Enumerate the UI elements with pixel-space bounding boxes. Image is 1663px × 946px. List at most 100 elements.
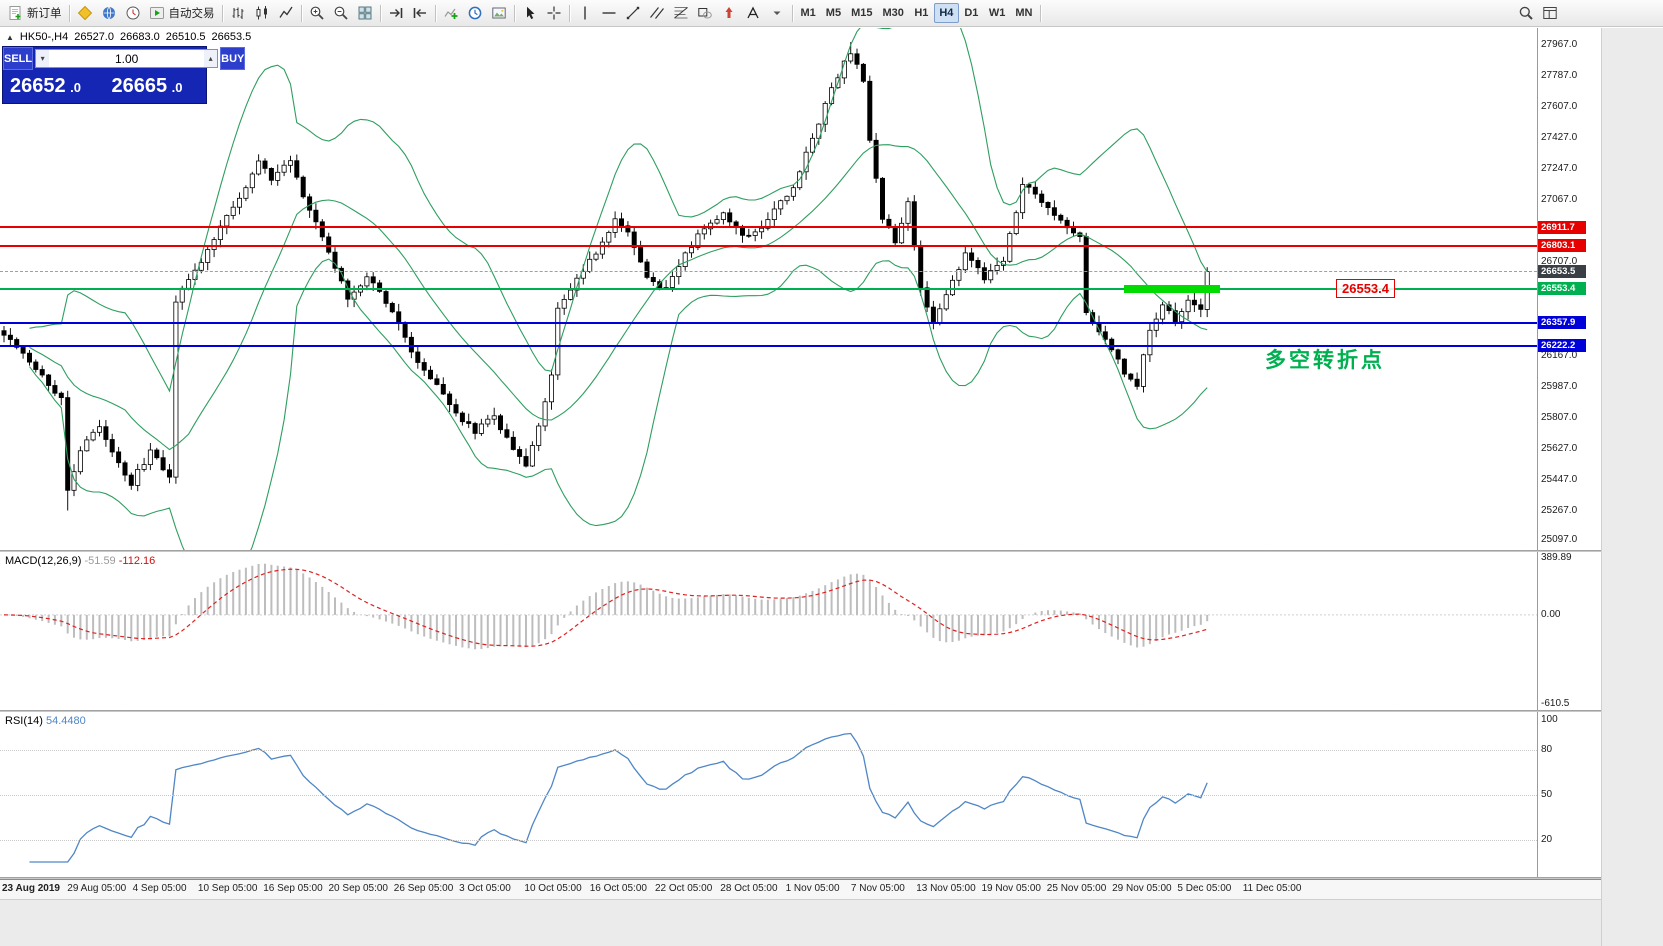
templates-button[interactable] [487, 2, 511, 24]
cursor-button[interactable] [518, 2, 542, 24]
price-badge-26222.2: 26222.2 [1538, 339, 1586, 353]
bar-chart-button[interactable] [226, 2, 250, 24]
macd-panel-separator[interactable] [0, 710, 1601, 712]
market-watch-button[interactable] [97, 2, 121, 24]
toolbar-separator [1040, 4, 1042, 22]
arrows-button[interactable] [717, 2, 741, 24]
rsi-panel-separator[interactable] [0, 877, 1601, 879]
right-margin-area [1601, 28, 1663, 946]
price-callout-label[interactable]: 26553.4 [1336, 278, 1395, 298]
time-axis[interactable] [0, 879, 1601, 899]
search-button[interactable] [1514, 2, 1538, 24]
line-chart-icon [278, 5, 294, 21]
price-tick-label: 27787.0 [1541, 69, 1578, 81]
text-button[interactable] [741, 2, 765, 24]
time-tick-label: 29 Nov 05:00 [1112, 883, 1172, 894]
auto-scroll-icon [388, 5, 404, 21]
price-line-26553.4[interactable] [0, 287, 1537, 290]
rsi-level-line [0, 839, 1537, 841]
shapes-button[interactable] [693, 2, 717, 24]
sell-button[interactable]: SELL [3, 47, 34, 70]
horizontal-line-button[interactable] [597, 2, 621, 24]
periods-button[interactable] [463, 2, 487, 24]
layout-button[interactable] [1538, 2, 1562, 24]
high-value: 26683.0 [119, 31, 160, 43]
timeframe-m15-button[interactable]: M15 [851, 7, 873, 19]
rsi-tick-label: 20 [1541, 833, 1553, 845]
rsi-chart[interactable] [0, 712, 1537, 882]
history-center-button[interactable] [121, 2, 145, 24]
volume-input[interactable] [49, 50, 205, 67]
buy-price[interactable]: 26665 .0 [105, 75, 207, 98]
line-chart-button[interactable] [274, 2, 298, 24]
layout-icon [1542, 5, 1558, 21]
timeframe-mn-button[interactable]: MN [1015, 7, 1033, 19]
zoom-out-button[interactable] [329, 2, 353, 24]
indicators-icon [443, 5, 459, 21]
volume-decrease-button[interactable]: ▾ [36, 50, 50, 67]
macd-chart[interactable] [0, 552, 1537, 715]
timeframe-d1-button[interactable]: D1 [964, 7, 979, 19]
zoom-in-button[interactable] [305, 2, 329, 24]
price-axis[interactable] [1537, 28, 1601, 879]
turning-point-text[interactable]: 多空转折点 [1265, 348, 1385, 372]
timeframe-h1-button[interactable]: H1 [914, 7, 929, 19]
toolbar-separator [379, 4, 381, 22]
price-line-26911.7[interactable] [0, 226, 1537, 229]
new-order-button-label: 新订单 [27, 8, 62, 20]
price-tick-label: 25447.0 [1541, 473, 1578, 485]
more-objects-button[interactable] [765, 2, 789, 24]
pivot-highlight-rect[interactable] [1124, 284, 1220, 293]
candles-icon [254, 5, 270, 21]
trendline-button[interactable] [621, 2, 645, 24]
time-tick-label: 10 Oct 05:00 [524, 883, 582, 894]
symbol-period-label: HK50-,H4 [19, 31, 69, 43]
price-line-26222.2[interactable] [0, 344, 1537, 347]
indicators-button[interactable] [439, 2, 463, 24]
buy-button[interactable]: BUY [220, 47, 246, 70]
tile-windows-button[interactable] [353, 2, 377, 24]
price-badge-26553.4: 26553.4 [1538, 282, 1586, 296]
price-tick-label: 25807.0 [1541, 411, 1578, 423]
history-icon [125, 5, 141, 21]
price-line-26803.1[interactable] [0, 244, 1537, 247]
sell-price[interactable]: 26652 .0 [3, 75, 105, 98]
time-tick-label: 4 Sep 05:00 [132, 883, 187, 894]
status-area [0, 899, 1601, 946]
new-order-button[interactable]: 新订单 [3, 2, 66, 24]
price-line-26357.9[interactable] [0, 321, 1537, 324]
metaeditor-button[interactable] [73, 2, 97, 24]
channel-button[interactable] [645, 2, 669, 24]
macd-name: MACD(12,26,9) [5, 555, 82, 567]
volume-increase-button[interactable]: ▴ [204, 50, 218, 67]
main-panel-separator[interactable] [0, 550, 1601, 552]
time-tick-label: 28 Oct 05:00 [720, 883, 778, 894]
vertical-line-button[interactable] [573, 2, 597, 24]
metaeditor-icon [77, 5, 93, 21]
volume-control: ▾ ▴ [35, 49, 219, 68]
crosshair-button[interactable] [542, 2, 566, 24]
one-click-toggle[interactable]: ▲ [6, 32, 14, 42]
rsi-tick-label: 100 [1541, 713, 1558, 725]
crosshair-icon [546, 5, 562, 21]
timeframe-m5-button[interactable]: M5 [825, 7, 842, 19]
chart-ohlc-info: ▲ HK50-,H4 26527.0 26683.0 26510.5 26653… [6, 31, 251, 43]
shapes-icon [697, 5, 713, 21]
chart-shift-button[interactable] [408, 2, 432, 24]
fibonacci-button[interactable] [669, 2, 693, 24]
macd-tick-label: -610.5 [1541, 698, 1570, 710]
sell-price-dec: .0 [70, 80, 81, 95]
trade-panel-controls: SELL ▾ ▴ BUY [3, 47, 246, 70]
buy-price-int: 26665 [111, 75, 168, 97]
price-line-26653.5[interactable] [0, 271, 1537, 273]
price-chart[interactable] [0, 0, 1537, 581]
timeframe-m30-button[interactable]: M30 [882, 7, 904, 19]
timeframe-h4-button[interactable]: H4 [933, 3, 959, 23]
timeframe-w1-button[interactable]: W1 [988, 7, 1006, 19]
time-tick-label: 16 Oct 05:00 [589, 883, 647, 894]
autotrading-button[interactable]: 自动交易 [145, 2, 219, 24]
auto-scroll-button[interactable] [384, 2, 408, 24]
price-tick-label: 27067.0 [1541, 194, 1578, 206]
candlestick-chart-button[interactable] [250, 2, 274, 24]
timeframe-m1-button[interactable]: M1 [800, 7, 816, 19]
